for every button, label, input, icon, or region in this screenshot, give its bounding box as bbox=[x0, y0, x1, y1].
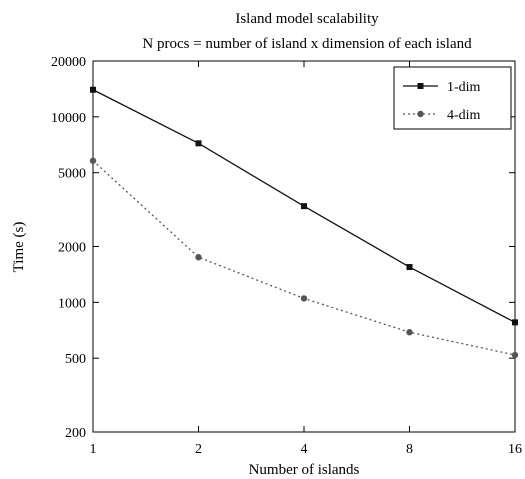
data-point-1-dim bbox=[406, 264, 413, 271]
legend: 1-dim 4-dim bbox=[393, 66, 512, 130]
x-tick-label: 1 bbox=[90, 442, 97, 457]
x-tick-label: 16 bbox=[508, 442, 522, 457]
x-axis-label: Number of islands bbox=[249, 462, 360, 478]
data-point-4-dim bbox=[300, 295, 308, 302]
y-tick-label: 20000 bbox=[51, 55, 86, 70]
y-axis: 200 500 1000 2000 5000 10000 20000 bbox=[51, 55, 515, 441]
x-tick-label: 2 bbox=[195, 442, 202, 457]
x-tick-label: 4 bbox=[301, 442, 308, 457]
y-tick-label: 1000 bbox=[58, 296, 86, 311]
y-tick-label: 500 bbox=[65, 352, 86, 367]
data-point-4-dim bbox=[406, 329, 413, 336]
legend-marker-4-dim bbox=[417, 110, 424, 118]
data-point-4-dim bbox=[511, 351, 519, 359]
y-axis-label: Time (s) bbox=[11, 222, 27, 273]
data-point-4-dim bbox=[89, 157, 97, 164]
y-tick-label: 2000 bbox=[58, 241, 86, 256]
y-tick-label: 5000 bbox=[58, 167, 86, 182]
series-line-4-dim bbox=[92, 160, 516, 356]
legend-label-4-dim: 4-dim bbox=[447, 108, 481, 123]
data-point-1-dim bbox=[512, 319, 518, 326]
legend-box bbox=[393, 66, 512, 130]
chart-subtitle: N procs = number of island x dimension o… bbox=[142, 36, 472, 52]
y-tick-label: 200 bbox=[65, 426, 86, 441]
data-point-1-dim bbox=[90, 86, 96, 93]
y-tick-label: 10000 bbox=[51, 111, 86, 126]
data-point-1-dim bbox=[301, 203, 307, 210]
x-tick-label: 8 bbox=[406, 442, 413, 457]
legend-label-1-dim: 1-dim bbox=[447, 80, 481, 95]
legend-marker-1-dim bbox=[417, 83, 424, 89]
chart-title: Island model scalability bbox=[235, 11, 379, 27]
data-point-1-dim bbox=[195, 140, 202, 147]
series-layer bbox=[89, 86, 519, 359]
x-axis: 1 2 4 8 16 bbox=[90, 61, 522, 457]
data-point-4-dim bbox=[195, 254, 202, 261]
